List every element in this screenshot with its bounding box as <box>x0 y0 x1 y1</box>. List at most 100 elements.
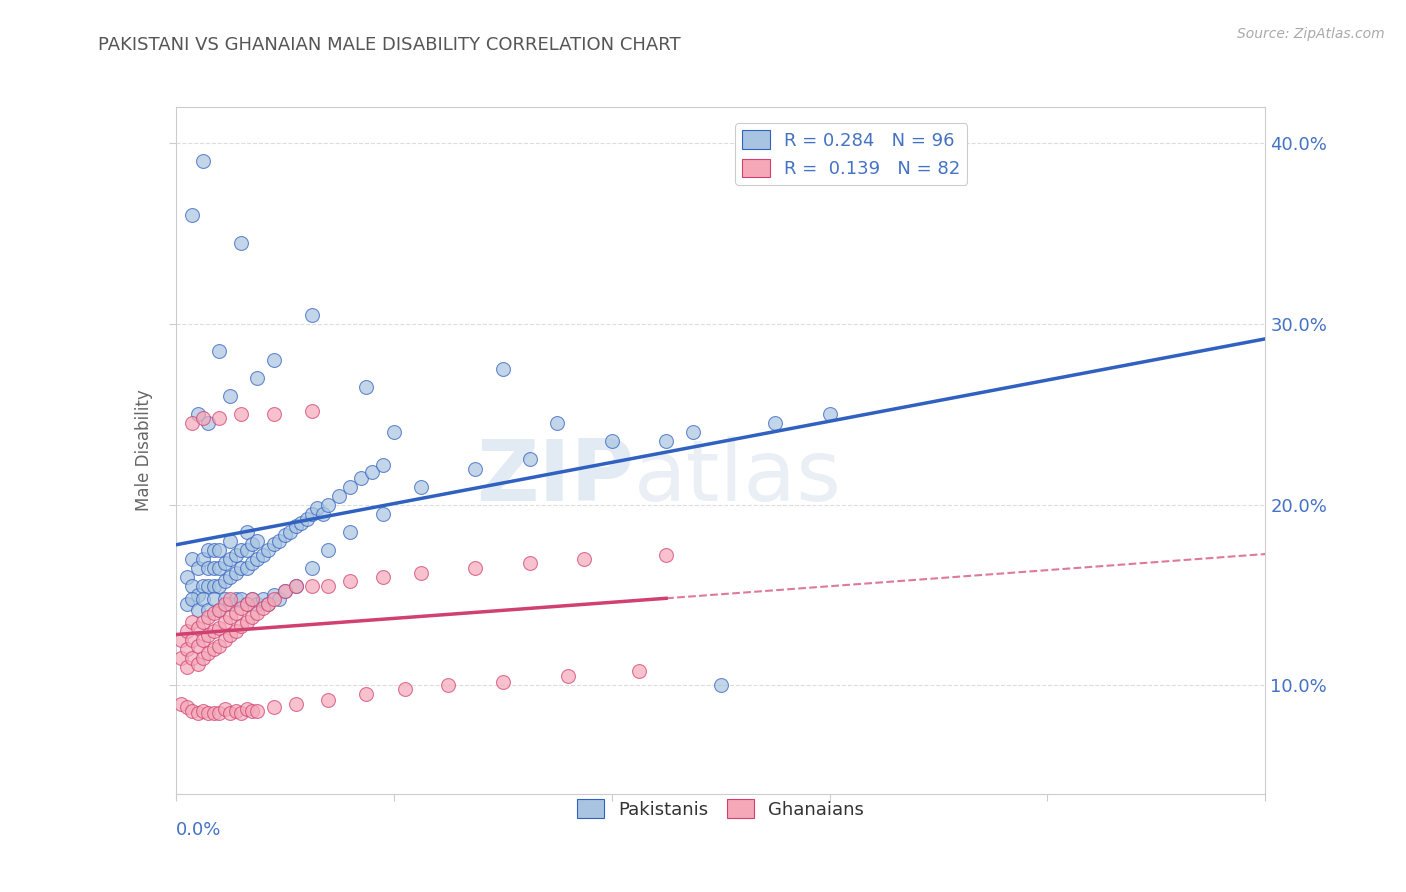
Point <box>240 591 263 606</box>
Point <box>181 704 204 718</box>
Point <box>240 704 263 718</box>
Point <box>219 609 242 624</box>
Point <box>214 702 236 716</box>
Point <box>328 489 350 503</box>
Point <box>318 579 340 593</box>
Point <box>263 588 285 602</box>
Point <box>274 528 297 542</box>
Point <box>208 579 231 593</box>
Point <box>318 498 340 512</box>
Point <box>437 678 460 692</box>
Point <box>191 591 214 606</box>
Point <box>202 624 225 639</box>
Point <box>240 591 263 606</box>
Point <box>219 591 242 606</box>
Point <box>225 704 247 718</box>
Point <box>600 434 623 449</box>
Point <box>186 588 209 602</box>
Point <box>235 524 257 539</box>
Point <box>682 425 704 440</box>
Point <box>339 524 361 539</box>
Point <box>409 480 432 494</box>
Point <box>219 597 242 611</box>
Point <box>219 628 242 642</box>
Point <box>219 706 242 720</box>
Point <box>214 633 236 648</box>
Point <box>235 615 257 630</box>
Point <box>208 602 231 616</box>
Point <box>208 706 231 720</box>
Point <box>231 706 253 720</box>
Point <box>360 465 382 479</box>
Text: PAKISTANI VS GHANAIAN MALE DISABILITY CORRELATION CHART: PAKISTANI VS GHANAIAN MALE DISABILITY CO… <box>98 36 681 54</box>
Point <box>269 591 291 606</box>
Point <box>240 609 263 624</box>
Point <box>274 584 297 599</box>
Point <box>176 597 198 611</box>
Point <box>186 657 209 671</box>
Point <box>278 524 301 539</box>
Legend: Pakistanis, Ghanaians: Pakistanis, Ghanaians <box>569 792 872 826</box>
Text: atlas: atlas <box>633 436 841 519</box>
Point <box>197 628 219 642</box>
Point <box>197 579 219 593</box>
Point <box>214 597 236 611</box>
Point <box>252 600 274 615</box>
Point <box>301 507 323 521</box>
Point <box>710 678 733 692</box>
Point <box>176 642 198 657</box>
Point <box>208 542 231 557</box>
Point <box>208 344 231 359</box>
Point <box>191 552 214 566</box>
Point <box>197 602 219 616</box>
Point <box>214 591 236 606</box>
Point <box>371 458 394 472</box>
Point <box>197 417 219 431</box>
Point <box>202 591 225 606</box>
Point <box>371 570 394 584</box>
Point <box>252 591 274 606</box>
Text: Source: ZipAtlas.com: Source: ZipAtlas.com <box>1237 27 1385 41</box>
Point <box>382 425 405 440</box>
Point <box>339 574 361 588</box>
Text: ZIP: ZIP <box>475 436 633 519</box>
Point <box>191 651 214 665</box>
Point <box>225 549 247 563</box>
Point <box>202 542 225 557</box>
Point <box>191 704 214 718</box>
Point <box>225 606 247 620</box>
Point <box>231 561 253 575</box>
Point <box>231 235 253 250</box>
Point <box>240 556 263 570</box>
Point <box>284 579 307 593</box>
Point <box>818 407 841 421</box>
Point <box>197 542 219 557</box>
Point <box>492 674 515 689</box>
Point <box>235 542 257 557</box>
Point <box>176 660 198 674</box>
Point <box>307 501 329 516</box>
Point <box>181 417 204 431</box>
Point <box>274 584 297 599</box>
Point <box>257 597 280 611</box>
Point <box>214 574 236 588</box>
Point <box>312 507 335 521</box>
Point <box>202 579 225 593</box>
Point <box>371 507 394 521</box>
Point <box>263 537 285 551</box>
Point <box>231 591 253 606</box>
Point <box>263 591 285 606</box>
Point <box>655 434 678 449</box>
Point <box>181 591 204 606</box>
Point <box>284 519 307 533</box>
Point <box>290 516 312 530</box>
Point <box>176 570 198 584</box>
Point <box>225 591 247 606</box>
Point <box>197 561 219 575</box>
Point <box>557 669 579 683</box>
Point <box>263 407 285 421</box>
Point <box>186 639 209 653</box>
Point <box>301 403 323 417</box>
Point <box>284 697 307 711</box>
Point <box>219 552 242 566</box>
